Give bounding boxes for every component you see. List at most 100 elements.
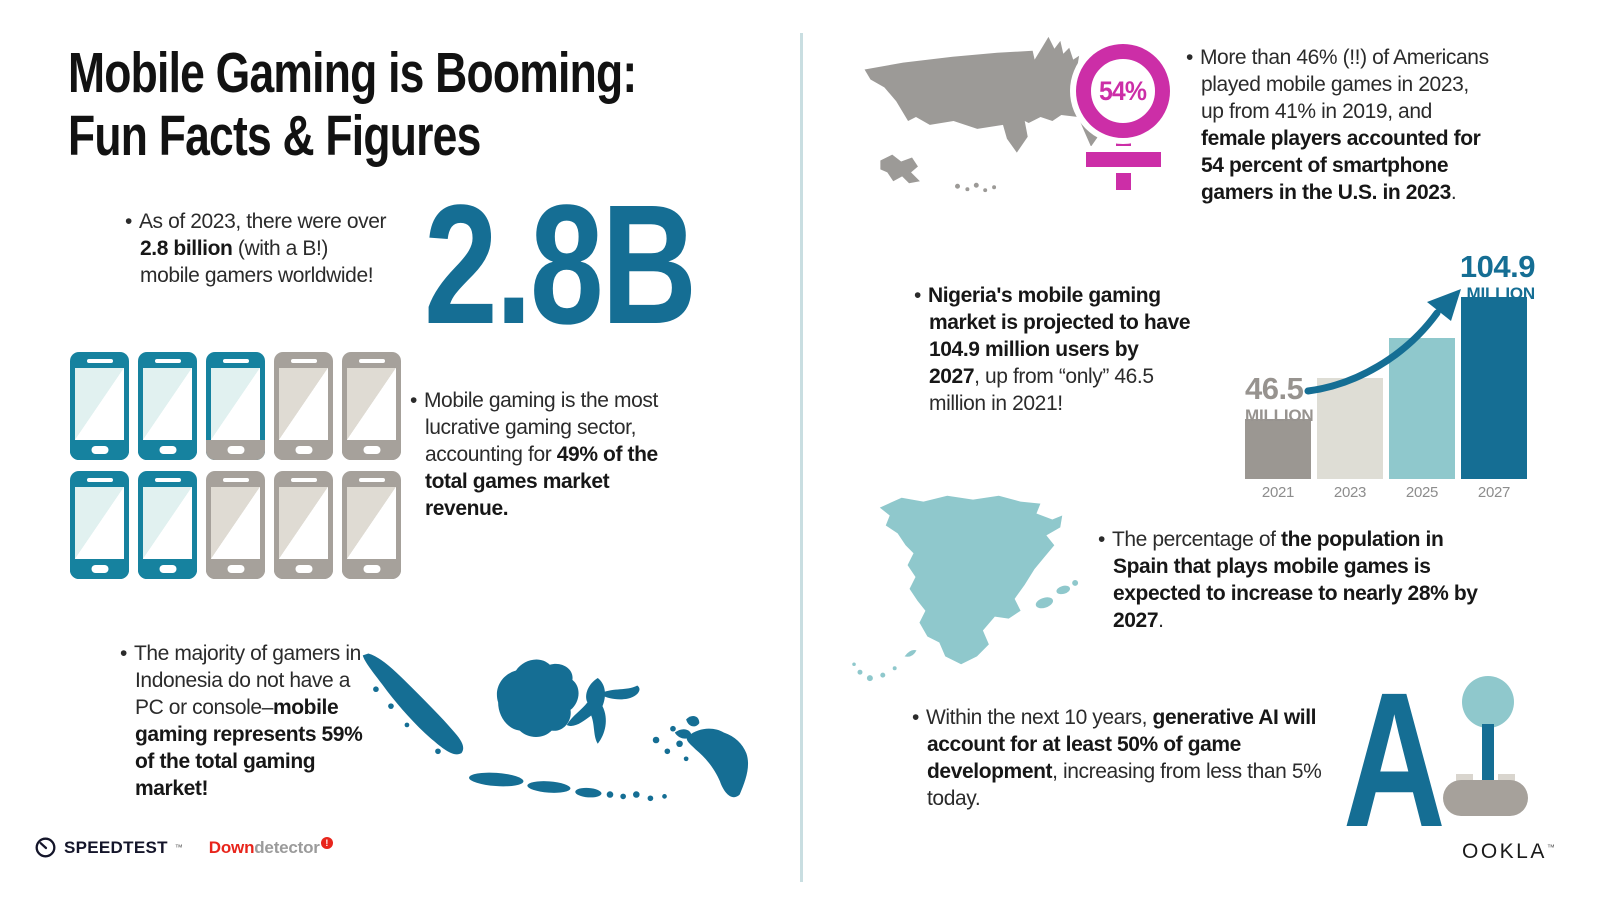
female-symbol-crossbar [1086,152,1161,167]
bar-2021: 2021 [1245,419,1311,501]
joystick-button-icon [1456,774,1473,783]
phone-icon [274,471,333,579]
phone-chin [138,559,197,579]
fact-gamers-worldwide: • As of 2023, there were over 2.8 billion… [125,210,387,287]
phone-icon [342,352,401,460]
phone-speaker [358,359,385,363]
phone-speaker [222,478,249,482]
phone-screen [211,368,260,440]
growth-arrow-icon [1304,289,1461,395]
female-stat-badge: 54% [1099,75,1148,106]
bar-2027: 2027 [1461,297,1527,501]
bar-year-label: 2021 [1261,484,1295,501]
phone-icon [342,471,401,579]
phone-icon [70,352,129,460]
phone-screen [279,487,328,559]
bullet-icon: • [1186,46,1193,69]
phone-home-button [363,565,380,573]
ai-joystick-graphic: A [1335,658,1550,856]
phone-chin [274,559,333,579]
phone-speaker [86,478,113,482]
phone-speaker [86,359,113,363]
phone-speaker [290,478,317,482]
phone-home-button [91,565,108,573]
bullet-icon: • [1098,528,1105,551]
phone-home-button [227,565,244,573]
phone-speaker [290,359,317,363]
joystick-base-icon [1443,780,1528,816]
speedtest-gauge-icon [35,837,56,858]
phone-chin [70,559,129,579]
female-symbol-ring: 54% [1076,44,1170,138]
ai-letter-a: A [1343,652,1446,867]
phone-speaker [154,478,181,482]
page-title-line2: Fun Facts & Figures [68,104,481,168]
phone-home-button [159,565,176,573]
phone-chin [274,440,333,460]
page-title-line1: Mobile Gaming is Booming: [68,41,637,105]
phone-chin [206,559,265,579]
phone-chin [70,440,129,460]
phone-home-button [363,446,380,454]
ookla-wordmark: OOKLA [1462,840,1547,863]
downdetector-exclamation-icon: ! [320,836,333,849]
phone-speaker [222,359,249,363]
phone-icon [274,352,333,460]
phone-screen [347,487,396,559]
phone-icon [70,471,129,579]
phone-screen [75,368,124,440]
page-title: Mobile Gaming is Booming: Fun Facts & Fi… [68,41,637,168]
big-stat-2-8b: 2.8B [424,170,697,360]
phone-screen [279,368,328,440]
bar-2025: 2025 [1389,338,1455,501]
downdetector-wordmark-detector: detector [254,837,320,857]
chart-label-2027: 104.9 MILLION [1459,249,1536,303]
fact-spain: • The percentage of the population in Spa… [1098,528,1478,632]
fact-us-players: • More than 46% (!!) of Americans played … [1186,46,1489,204]
phone-chin [206,440,265,460]
fact-nigeria: • Nigeria's mobile gaming market is proje… [914,284,1191,415]
phone-icon [206,352,265,460]
phone-chin [342,440,401,460]
joystick-button-icon [1498,774,1515,783]
phone-screen [347,368,396,440]
female-symbol-icon: 54% [1076,44,1200,196]
center-divider [800,33,803,882]
ookla-logo: OOKLA™ [1462,840,1558,863]
bullet-icon: • [120,642,127,665]
phone-screen [143,368,192,440]
speedtest-wordmark: SPEEDTEST [64,837,168,857]
chart-label-2021: 46.5 MILLION [1245,371,1314,425]
brand-row: SPEEDTEST ™ Downdetector! [34,836,333,859]
fact-indonesia: • The majority of gamers in Indonesia do … [120,642,363,800]
bullet-icon: • [125,210,132,233]
phone-icon [138,352,197,460]
speedtest-logo: SPEEDTEST ™ [34,836,183,859]
phone-screen [211,487,260,559]
bar-chart-bars: 2021 2023 2025 2027 [1245,245,1527,501]
bar-year-label: 2027 [1477,484,1511,501]
phone-chin [138,440,197,460]
phone-grid [70,352,401,579]
us-map [864,36,1098,193]
phone-chin [342,559,401,579]
phone-icon [206,471,265,579]
fact-generative-ai: • Within the next 10 years, generative AI… [912,706,1322,810]
bar-year-label: 2025 [1405,484,1439,501]
fact-market-revenue: • Mobile gaming is the most lucrative gam… [410,389,658,520]
phone-screen [75,487,124,559]
phone-home-button [91,446,108,454]
bar-2023: 2023 [1317,378,1383,501]
bullet-icon: • [912,706,919,729]
phone-home-button [227,446,244,454]
downdetector-wordmark-down: Down [208,837,255,857]
phone-home-button [295,446,312,454]
bullet-icon: • [914,284,921,307]
joystick-ball-icon [1462,676,1514,728]
nigeria-bar-chart: 2021 2023 2025 2027 46.5 MILLION 104.9 MILL… [1215,245,1537,501]
phone-screen [143,487,192,559]
phone-speaker [154,359,181,363]
phone-home-button [159,446,176,454]
bullet-icon: • [410,389,417,412]
